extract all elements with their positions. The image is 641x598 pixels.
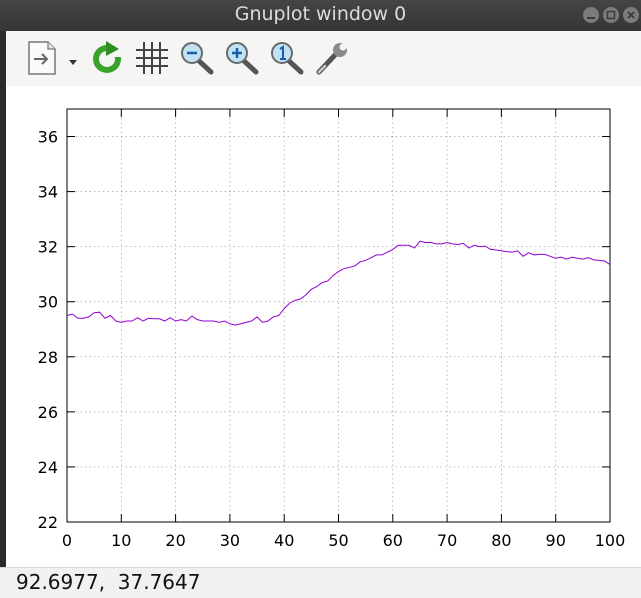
status-bar: 92.6977, 37.7647 [0, 567, 641, 598]
maximize-button[interactable] [603, 7, 619, 23]
settings-button[interactable] [313, 39, 351, 77]
x-tick-label: 20 [165, 531, 185, 550]
x-tick-label: 90 [546, 531, 566, 550]
settings-wrench-icon [316, 43, 347, 75]
y-tick-label: 36 [38, 128, 58, 147]
autoscale-icon [271, 42, 304, 75]
tick-marks [66, 109, 611, 523]
minimize-button[interactable] [583, 7, 599, 23]
zoom-next-icon [226, 42, 259, 75]
replot-icon [93, 41, 125, 73]
zoom-previous-button[interactable] [178, 39, 216, 77]
minimize-icon [587, 17, 595, 19]
grid-lines [67, 109, 610, 522]
y-tick-label: 32 [38, 238, 58, 257]
toolbar [0, 31, 641, 86]
x-tick-label: 60 [383, 531, 403, 550]
mouse-coordinates: 92.6977, 37.7647 [16, 570, 201, 594]
replot-button[interactable] [88, 39, 126, 77]
x-tick-label: 100 [595, 531, 626, 550]
grid-button[interactable] [133, 39, 171, 77]
title-bar: Gnuplot window 0 [0, 0, 641, 31]
y-tick-label: 34 [38, 183, 58, 202]
series-line [66, 240, 611, 326]
x-tick-label: 50 [328, 531, 348, 550]
grid-icon [136, 42, 168, 74]
y-tick-label: 26 [38, 403, 58, 422]
x-tick-label: 10 [111, 531, 131, 550]
line-chart: 22 24 26 28 30 32 34 36 0 10 20 30 40 50 60 70 80 90 100 [38, 108, 625, 550]
window-title: Gnuplot window 0 [234, 3, 407, 25]
autoscale-button[interactable] [268, 39, 306, 77]
export-button[interactable] [24, 39, 82, 77]
x-tick-label: 40 [274, 531, 294, 550]
x-tick-label: 80 [491, 531, 511, 550]
x-tick-label: 70 [437, 531, 457, 550]
zoom-next-button[interactable] [223, 39, 261, 77]
y-tick-label: 24 [38, 458, 58, 477]
y-tick-label: 22 [38, 513, 58, 532]
y-tick-label: 30 [38, 293, 58, 312]
x-tick-label: 0 [62, 531, 72, 550]
zoom-previous-icon [181, 42, 214, 75]
y-tick-labels: 22 24 26 28 30 32 34 36 [38, 128, 58, 532]
plot-canvas[interactable]: 22 24 26 28 30 32 34 36 0 10 20 30 40 50 60 70 80 90 100 [6, 86, 641, 567]
x-tick-labels: 0 10 20 30 40 50 60 70 80 90 100 [62, 531, 625, 550]
close-icon [627, 11, 635, 19]
side-strip [0, 31, 6, 571]
close-button[interactable] [623, 7, 639, 23]
x-tick-label: 30 [220, 531, 240, 550]
y-tick-label: 28 [38, 348, 58, 367]
export-icon [28, 41, 77, 75]
maximize-icon [606, 10, 616, 20]
